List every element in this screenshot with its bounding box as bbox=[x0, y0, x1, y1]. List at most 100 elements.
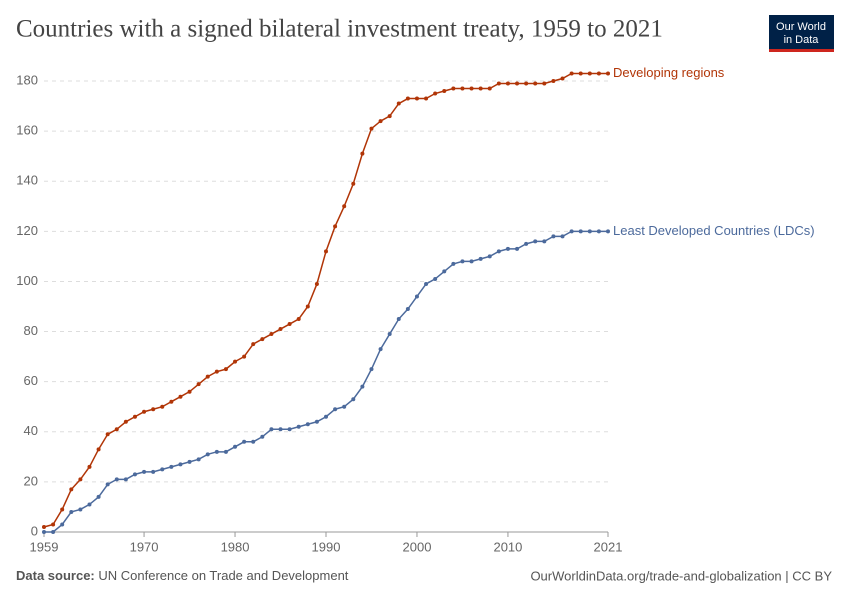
data-point bbox=[251, 439, 256, 444]
data-point bbox=[451, 86, 456, 91]
data-point bbox=[560, 76, 565, 81]
data-point bbox=[496, 81, 501, 86]
data-point bbox=[342, 404, 347, 409]
x-tick-label: 2021 bbox=[594, 539, 623, 554]
source: Data source: UN Conference on Trade and … bbox=[16, 568, 349, 583]
y-tick-label: 40 bbox=[24, 423, 38, 438]
data-point bbox=[606, 71, 610, 76]
data-point bbox=[396, 101, 401, 106]
data-point bbox=[242, 354, 247, 359]
data-point bbox=[587, 71, 592, 76]
data-point bbox=[433, 276, 438, 281]
data-point bbox=[314, 281, 319, 286]
series-label: Least Developed Countries (LDCs) bbox=[613, 223, 815, 238]
data-point bbox=[178, 462, 183, 467]
y-tick-label: 160 bbox=[16, 123, 38, 138]
data-point bbox=[515, 246, 520, 251]
data-point bbox=[369, 126, 374, 131]
data-point bbox=[414, 96, 419, 101]
data-point bbox=[269, 332, 274, 337]
data-point bbox=[205, 452, 210, 457]
data-point bbox=[278, 327, 283, 332]
logo bbox=[769, 15, 834, 52]
data-point bbox=[132, 414, 137, 419]
y-tick-label: 80 bbox=[24, 323, 38, 338]
data-point bbox=[351, 181, 356, 186]
data-point bbox=[378, 347, 383, 352]
data-point bbox=[105, 482, 110, 487]
data-point bbox=[405, 96, 410, 101]
data-point bbox=[87, 464, 92, 469]
data-point bbox=[78, 507, 83, 512]
data-point bbox=[478, 86, 483, 91]
data-point bbox=[424, 281, 429, 286]
data-point bbox=[60, 507, 65, 512]
data-point bbox=[96, 447, 101, 452]
data-point bbox=[205, 374, 210, 379]
data-point bbox=[387, 332, 392, 337]
y-tick-label: 60 bbox=[24, 373, 38, 388]
data-point bbox=[469, 86, 474, 91]
data-point bbox=[187, 459, 192, 464]
data-point bbox=[251, 342, 256, 347]
data-point bbox=[196, 457, 201, 462]
data-point bbox=[278, 427, 283, 432]
data-point bbox=[596, 229, 601, 234]
y-tick-label: 120 bbox=[16, 223, 38, 238]
data-point bbox=[160, 467, 165, 472]
data-point bbox=[42, 530, 46, 534]
data-point bbox=[569, 71, 574, 76]
footer-url[interactable]: OurWorldinData.org/trade-and-globalizati… bbox=[530, 568, 832, 583]
data-point bbox=[460, 259, 465, 264]
data-point bbox=[223, 449, 228, 454]
data-point bbox=[114, 427, 119, 432]
data-point bbox=[87, 502, 92, 507]
data-point bbox=[333, 407, 338, 412]
logo-text: Our World bbox=[776, 21, 826, 33]
data-point bbox=[487, 254, 492, 259]
data-point bbox=[551, 79, 556, 83]
source-label: Data source: bbox=[16, 568, 95, 583]
data-point bbox=[69, 487, 74, 492]
data-point bbox=[478, 256, 483, 261]
data-point bbox=[242, 439, 247, 444]
data-point bbox=[360, 384, 365, 389]
data-point bbox=[551, 234, 556, 239]
data-point bbox=[233, 359, 238, 364]
data-point bbox=[42, 524, 46, 529]
data-point bbox=[451, 261, 456, 266]
data-point bbox=[305, 422, 310, 427]
data-point bbox=[296, 317, 301, 322]
data-point bbox=[260, 337, 265, 342]
data-point bbox=[223, 367, 228, 372]
y-tick-label: 140 bbox=[16, 173, 38, 188]
data-point bbox=[151, 469, 156, 474]
data-point bbox=[369, 367, 374, 372]
data-point bbox=[142, 409, 147, 414]
data-point bbox=[414, 294, 419, 299]
data-point bbox=[178, 394, 183, 399]
y-tick-label: 20 bbox=[24, 473, 38, 488]
data-point bbox=[260, 434, 265, 439]
data-point bbox=[132, 472, 137, 477]
data-point bbox=[442, 89, 447, 94]
x-tick-label: 1980 bbox=[221, 539, 250, 554]
data-point bbox=[442, 269, 447, 274]
data-point bbox=[405, 307, 410, 312]
data-point bbox=[60, 522, 65, 527]
data-point bbox=[114, 477, 119, 482]
data-point bbox=[214, 449, 219, 454]
data-point bbox=[487, 86, 492, 91]
data-point bbox=[233, 444, 238, 449]
data-point bbox=[378, 119, 383, 124]
data-point bbox=[324, 249, 328, 254]
data-point bbox=[569, 229, 574, 234]
x-tick-label: 1990 bbox=[312, 539, 341, 554]
data-point bbox=[515, 81, 520, 86]
series-label: Developing regions bbox=[613, 65, 725, 80]
data-point bbox=[69, 509, 74, 514]
y-tick-label: 0 bbox=[31, 523, 38, 538]
data-point bbox=[78, 477, 83, 482]
data-point bbox=[433, 91, 438, 96]
data-point bbox=[305, 304, 310, 309]
